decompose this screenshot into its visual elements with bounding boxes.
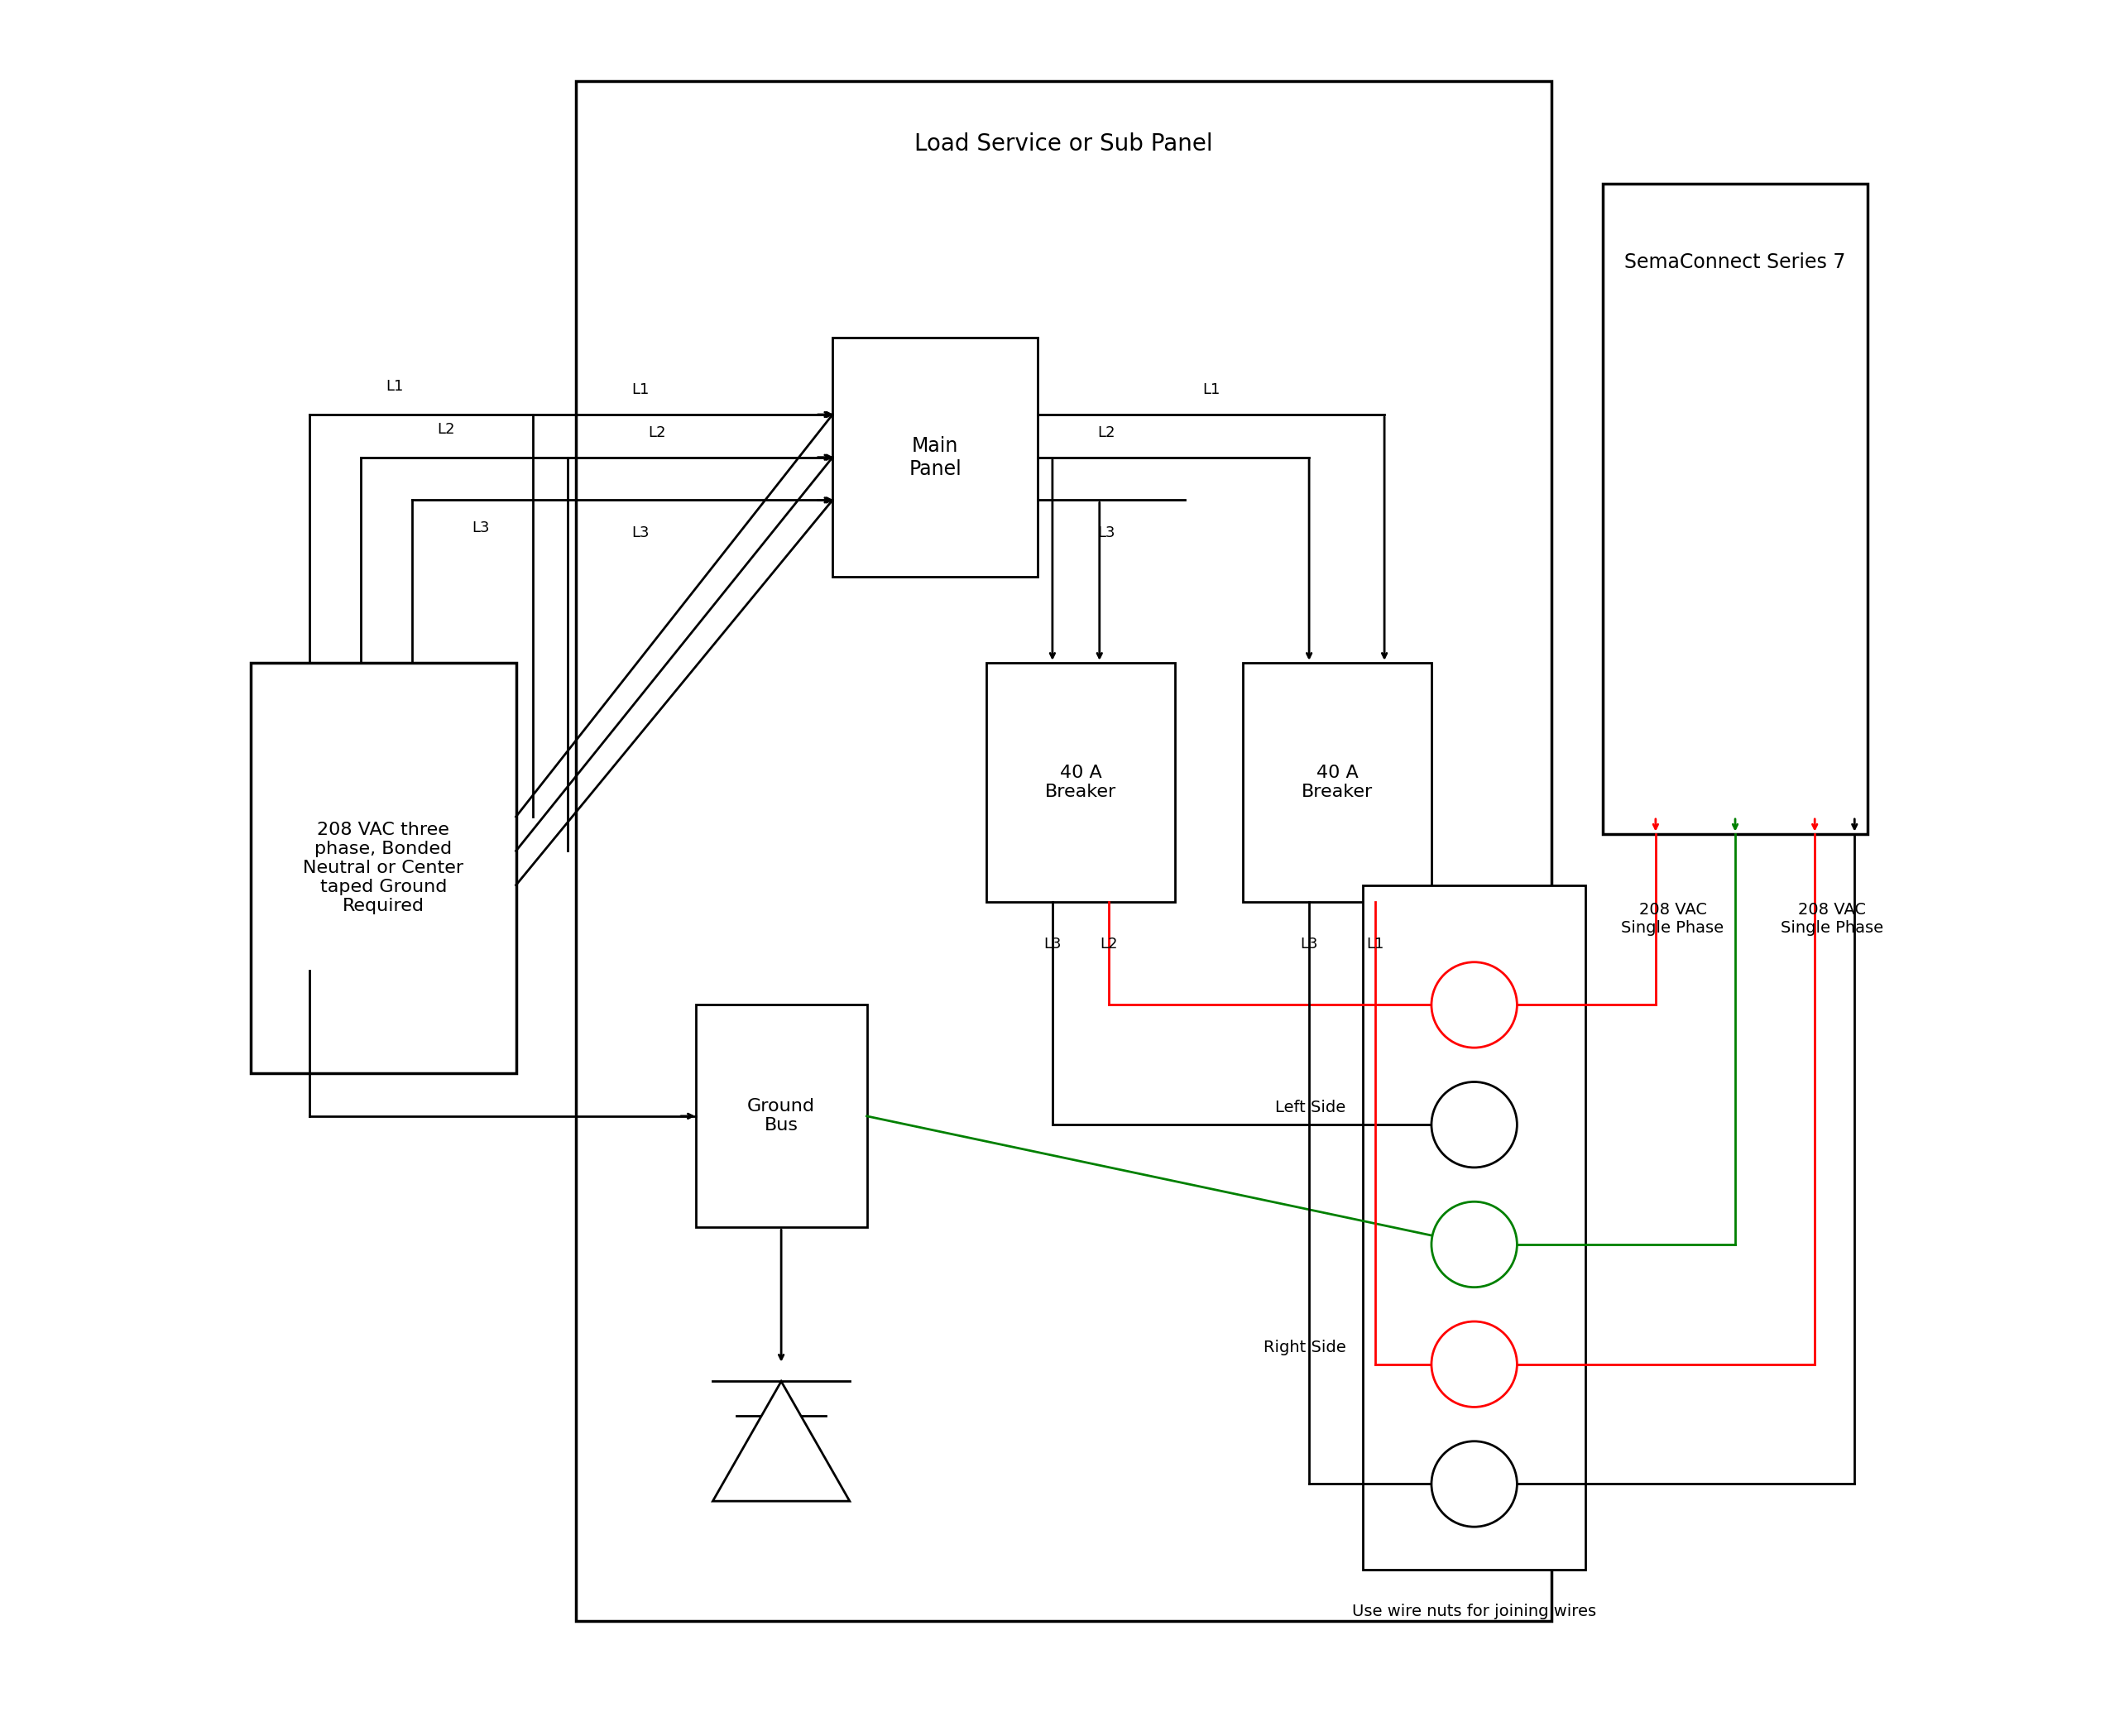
Text: L1: L1 [631, 382, 650, 398]
Text: L2: L2 [437, 422, 456, 437]
Circle shape [1431, 1082, 1517, 1167]
Polygon shape [713, 1382, 850, 1502]
Circle shape [1431, 1441, 1517, 1526]
Text: L1: L1 [386, 378, 403, 394]
Text: Load Service or Sub Panel: Load Service or Sub Panel [914, 132, 1213, 155]
Bar [576, 82, 1551, 1621]
Bar [251, 663, 517, 1073]
Text: L3: L3 [1097, 526, 1116, 540]
Text: SemaConnect Series 7: SemaConnect Series 7 [1625, 252, 1846, 273]
Bar [1243, 663, 1431, 903]
Text: L3: L3 [1044, 936, 1061, 951]
Text: L3: L3 [471, 521, 490, 535]
Text: Main
Panel: Main Panel [909, 436, 962, 479]
Text: Use wire nuts for joining wires: Use wire nuts for joining wires [1353, 1604, 1597, 1620]
Text: L1: L1 [1203, 382, 1220, 398]
Text: L2: L2 [1099, 936, 1118, 951]
Text: L2: L2 [1097, 425, 1116, 441]
Text: Right Side: Right Side [1264, 1338, 1346, 1356]
Circle shape [1431, 962, 1517, 1047]
Circle shape [1431, 1321, 1517, 1406]
Text: 40 A
Breaker: 40 A Breaker [1302, 764, 1374, 800]
Text: Left Side: Left Side [1274, 1099, 1346, 1116]
Bar [987, 663, 1175, 903]
Circle shape [1431, 1201, 1517, 1286]
Text: L3: L3 [1300, 936, 1319, 951]
Bar [1604, 184, 1867, 833]
Text: 208 VAC three
phase, Bonded
Neutral or Center
taped Ground
Required: 208 VAC three phase, Bonded Neutral or C… [304, 821, 464, 915]
Bar [1363, 885, 1585, 1569]
Text: L1: L1 [1365, 936, 1384, 951]
Text: Ground
Bus: Ground Bus [747, 1099, 814, 1134]
Text: L2: L2 [648, 425, 667, 441]
Bar [833, 337, 1038, 576]
Text: 208 VAC
Single Phase: 208 VAC Single Phase [1781, 903, 1884, 936]
Bar [696, 1005, 867, 1227]
Text: 40 A
Breaker: 40 A Breaker [1044, 764, 1116, 800]
Text: 208 VAC
Single Phase: 208 VAC Single Phase [1620, 903, 1724, 936]
Text: L3: L3 [631, 526, 650, 540]
